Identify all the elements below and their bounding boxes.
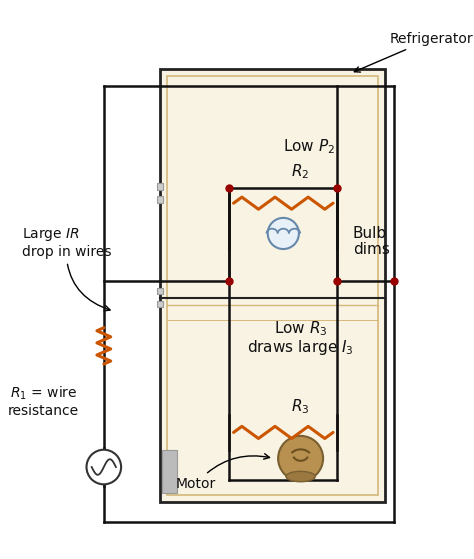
Text: dims: dims: [353, 241, 390, 257]
Ellipse shape: [286, 471, 315, 482]
Text: draws large $I_3$: draws large $I_3$: [247, 338, 354, 357]
Text: Low $P_2$: Low $P_2$: [283, 138, 335, 157]
Bar: [162, 450, 177, 493]
Text: resistance: resistance: [8, 404, 79, 418]
Text: $R_2$: $R_2$: [292, 162, 310, 181]
Text: $R_3$: $R_3$: [292, 397, 310, 416]
Bar: [157, 288, 163, 294]
Bar: [157, 196, 163, 203]
Text: Large $IR$
drop in wires: Large $IR$ drop in wires: [22, 225, 111, 311]
Bar: [160, 69, 385, 501]
Text: Motor: Motor: [175, 454, 270, 491]
Circle shape: [268, 218, 299, 249]
Text: $R_1$ = wire: $R_1$ = wire: [9, 385, 77, 402]
Circle shape: [87, 450, 121, 484]
Text: Low $R_3$: Low $R_3$: [274, 319, 328, 338]
Text: Refrigerator: Refrigerator: [355, 32, 473, 72]
Bar: [157, 301, 163, 307]
Bar: [167, 76, 378, 495]
Text: Bulb: Bulb: [353, 226, 387, 241]
Circle shape: [278, 436, 323, 481]
Bar: [157, 183, 163, 190]
